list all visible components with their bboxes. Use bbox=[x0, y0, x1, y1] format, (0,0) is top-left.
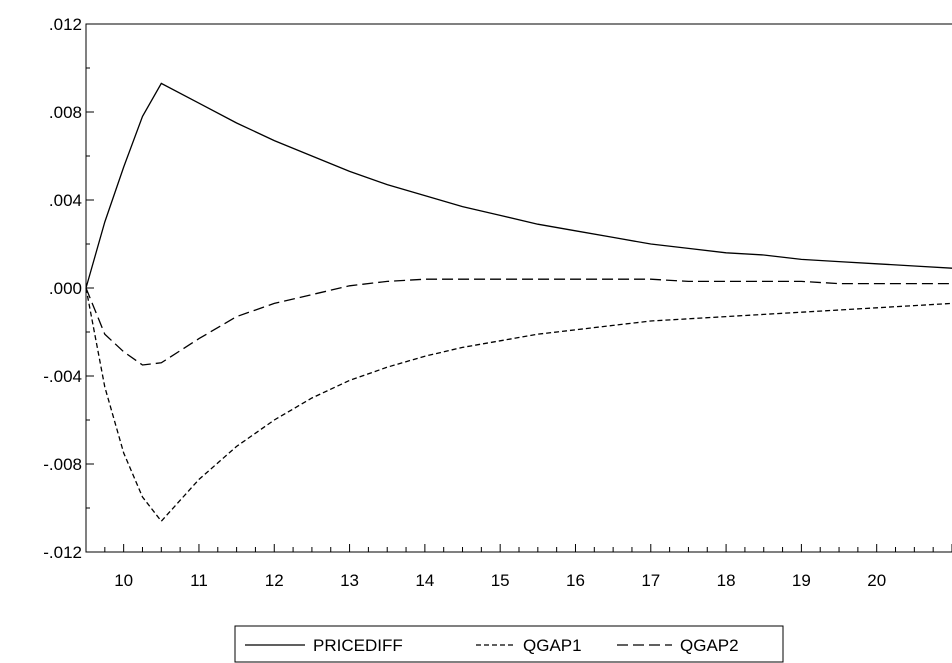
x-tick-label: 16 bbox=[566, 571, 585, 590]
plot-frame bbox=[85, 23, 952, 553]
y-tick-label: -.012 bbox=[43, 543, 82, 562]
y-tick-label: -.008 bbox=[43, 455, 82, 474]
series-layer bbox=[85, 82, 952, 523]
x-tick-label: 14 bbox=[415, 571, 434, 590]
legend-label-qgap2: QGAP2 bbox=[680, 636, 739, 655]
legend: PRICEDIFF QGAP1 QGAP2 bbox=[234, 625, 784, 663]
legend-box bbox=[234, 625, 784, 663]
y-tick-label: .012 bbox=[49, 15, 82, 34]
y-tick-label: .008 bbox=[49, 103, 82, 122]
series-line-pricediff bbox=[85, 82, 952, 289]
x-tick-label: 10 bbox=[114, 571, 133, 590]
x-tick-label: 19 bbox=[792, 571, 811, 590]
x-tick-label: 12 bbox=[265, 571, 284, 590]
legend-label-pricediff: PRICEDIFF bbox=[313, 636, 403, 655]
series-line-qgap1 bbox=[85, 287, 952, 523]
x-tick-label: 13 bbox=[340, 571, 359, 590]
x-axis: 10 11 12 13 14 15 16 17 18 19 20 bbox=[85, 544, 952, 590]
y-tick-label: -.004 bbox=[43, 367, 82, 386]
y-tick-label: .004 bbox=[49, 191, 82, 210]
series-line-qgap2 bbox=[85, 278, 952, 366]
legend-label-qgap1: QGAP1 bbox=[523, 636, 582, 655]
x-tick-label: 18 bbox=[717, 571, 736, 590]
x-tick-label: 20 bbox=[867, 571, 886, 590]
x-tick-label: 17 bbox=[641, 571, 660, 590]
x-tick-label: 11 bbox=[190, 571, 208, 590]
y-tick-label: .000 bbox=[49, 279, 82, 298]
y-axis: .012 .008 .004 .000 -.004 -.008 -.012 bbox=[43, 15, 94, 562]
x-tick-label: 15 bbox=[491, 571, 510, 590]
